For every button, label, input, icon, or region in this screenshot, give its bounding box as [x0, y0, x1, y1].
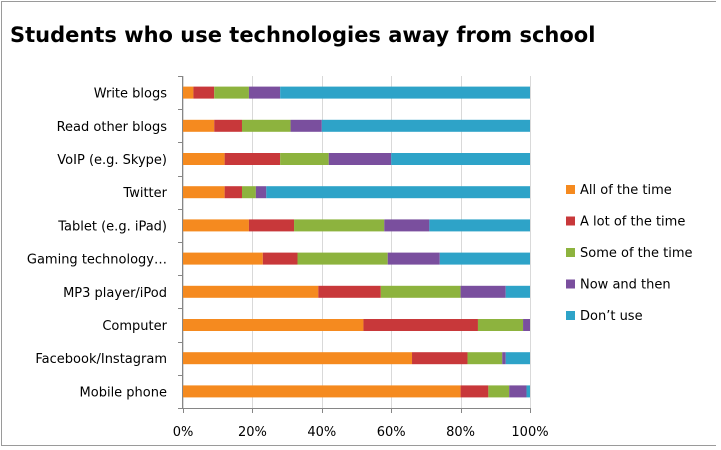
bar-segment [214, 119, 242, 132]
legend-swatch [566, 216, 575, 226]
x-tick-label: 0% [173, 425, 194, 440]
bar-segment [193, 86, 215, 99]
x-tick-label: 20% [238, 425, 267, 440]
bar-segment [262, 252, 298, 265]
legend-label: Now and then [580, 278, 671, 293]
chart-title: Students who use technologies away from … [10, 23, 596, 47]
bar-segment [214, 86, 249, 99]
bar-segment [248, 86, 281, 99]
x-tick-label: 60% [377, 425, 406, 440]
bar-segment [224, 186, 242, 199]
bar-segment [294, 219, 385, 232]
bar-segment [328, 153, 392, 165]
bar-segment [387, 252, 440, 265]
bar-segment [412, 352, 468, 365]
bar-segment [290, 119, 322, 132]
legend-swatch [566, 248, 575, 257]
bar-segment [248, 219, 295, 232]
bar-segment [477, 319, 524, 331]
bar-segment [460, 285, 506, 298]
legend-label: Don’t use [580, 309, 643, 324]
axes: 0% 20% 40% 60% 80% 100% Write blogs Read other … [27, 76, 549, 440]
bar-segment [439, 252, 530, 265]
bar-segment [297, 252, 388, 265]
bar-segment [241, 119, 291, 132]
bar-segment [183, 385, 461, 398]
bars [183, 86, 530, 398]
bar-segment [467, 352, 503, 365]
legend-label: A lot of the time [580, 215, 685, 230]
bar-segment [429, 219, 530, 232]
category-label: Gaming technology… [27, 253, 167, 268]
bar-segment [509, 385, 527, 398]
bar-segment [488, 385, 510, 398]
bar-segment [224, 153, 281, 165]
category-label: Read other blogs [57, 120, 168, 135]
category-label: Facebook/Instagram [35, 352, 167, 367]
category-label: Computer [102, 319, 167, 334]
legend-label: Some of the time [580, 246, 693, 261]
legend-swatch [566, 185, 575, 194]
bar-segment [255, 186, 267, 199]
legend-label: All of the time [580, 183, 672, 198]
bar-segment [183, 252, 263, 265]
bar-segment [391, 153, 530, 165]
x-tick-label: 40% [307, 425, 336, 440]
legend: All of the time A lot of the time Some of … [566, 183, 693, 324]
category-label: Tablet (e.g. iPad) [57, 219, 167, 234]
category-label: Twitter [122, 186, 167, 201]
bar-segment [526, 385, 530, 398]
bar-segment [183, 86, 194, 99]
bar-segment [280, 86, 530, 99]
legend-swatch [566, 279, 575, 289]
bar-segment [318, 285, 381, 298]
bar-segment [380, 285, 461, 298]
bar-segment [183, 153, 225, 165]
bar-segment [363, 319, 478, 331]
bar-segment [502, 352, 506, 365]
category-label: VoIP (e.g. Skype) [57, 153, 167, 168]
bar-segment [280, 153, 329, 165]
bar-segment [241, 186, 256, 199]
bar-segment [183, 285, 319, 298]
bar-segment [505, 352, 530, 365]
x-tick-label: 100% [511, 425, 548, 440]
bar-segment [321, 119, 530, 132]
legend-swatch [566, 311, 575, 320]
bar-segment [460, 385, 489, 398]
bar-segment [505, 285, 530, 298]
category-label: Write blogs [94, 87, 168, 102]
x-tick-label: 80% [446, 425, 475, 440]
bar-segment [183, 186, 225, 199]
bar-segment [183, 119, 215, 132]
category-label: Mobile phone [80, 385, 167, 400]
bar-segment [183, 352, 413, 365]
category-label: MP3 player/iPod [63, 286, 167, 301]
bar-segment [266, 186, 530, 199]
bar-segment [183, 219, 249, 232]
bar-segment [523, 319, 530, 331]
bar-segment [384, 219, 430, 232]
bar-segment [183, 319, 364, 331]
